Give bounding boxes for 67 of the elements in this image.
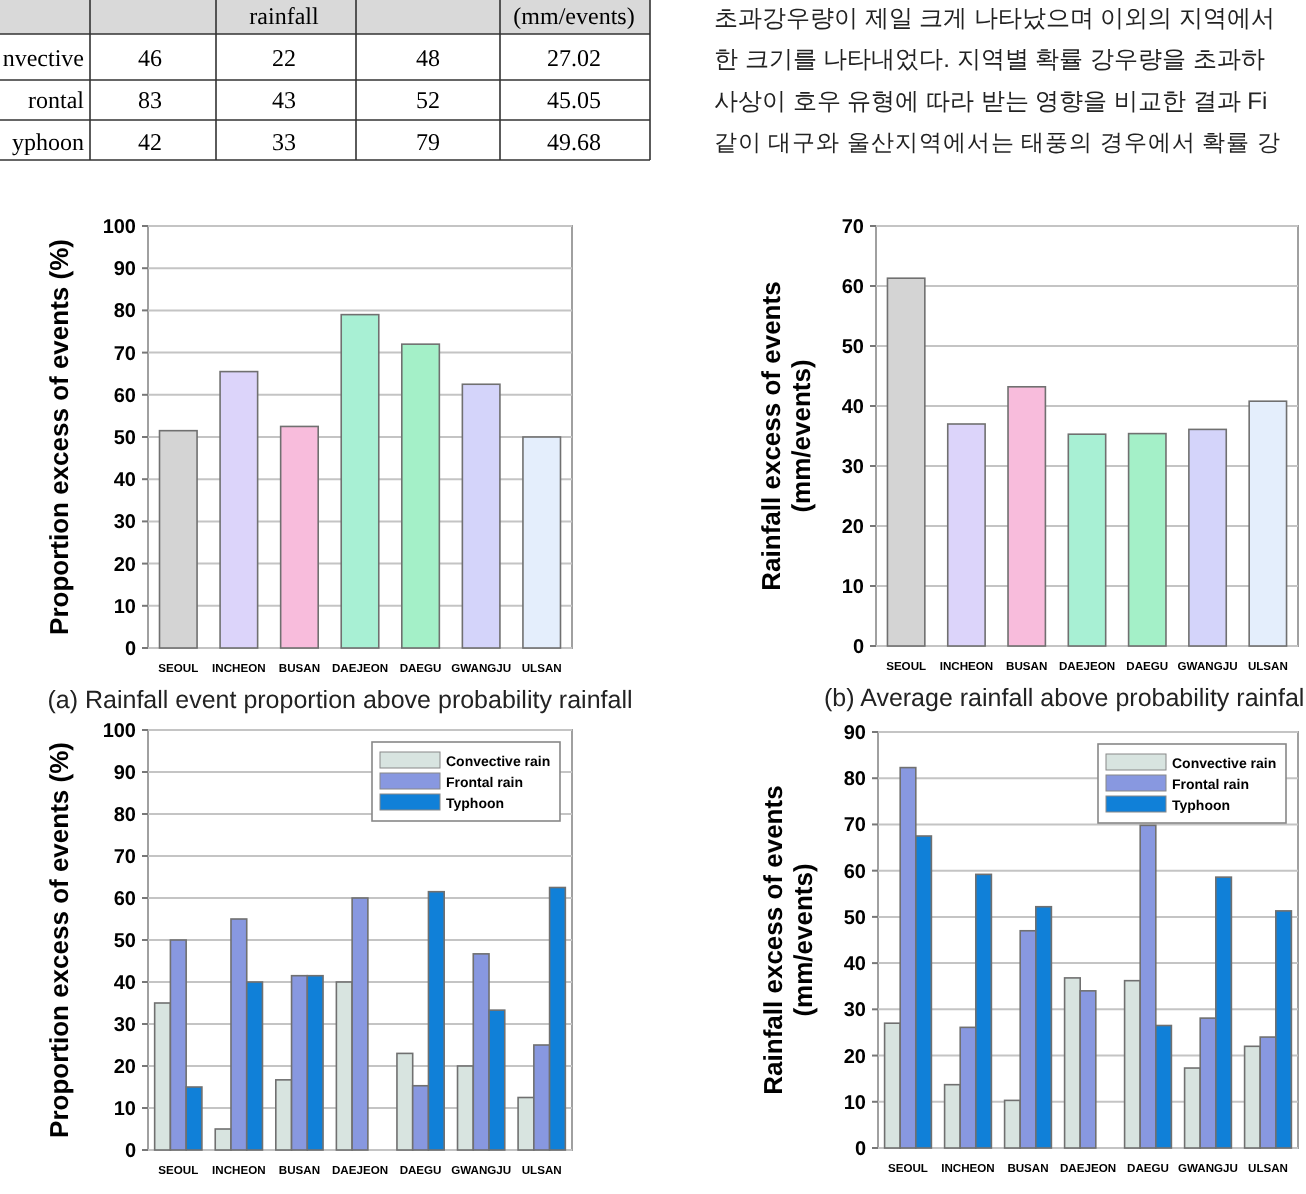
y-tick-label: 10 xyxy=(841,577,865,599)
text: rontal xyxy=(28,86,86,114)
y-tick-label: 40 xyxy=(841,397,865,419)
y-axis-title: Rainfall excess of events (mm/events) xyxy=(758,785,818,1095)
y-axis-title: Proportion excess of events (%) xyxy=(44,239,74,635)
y-tick-label: 80 xyxy=(843,769,867,792)
y-tick-label: 60 xyxy=(843,861,867,884)
y-tick-label: 40 xyxy=(113,973,137,995)
y-axis-title: Rainfall excess of events (mm/events) xyxy=(756,281,816,591)
y-tick-label: 60 xyxy=(841,277,865,299)
y-tick-label: 20 xyxy=(113,554,137,577)
y-tick-label: 40 xyxy=(843,954,867,977)
text: 같이 대구와 울산지역에서는 태풍의 경우에서 확률 강 xyxy=(714,130,1281,157)
y-tick-label: 10 xyxy=(843,1092,867,1115)
y-tick-label: 50 xyxy=(113,428,137,450)
text: 43 xyxy=(272,86,296,114)
y-tick-label: 100 xyxy=(102,721,137,743)
text: 45.05 xyxy=(547,86,601,114)
y-tick-label: 0 xyxy=(854,1139,867,1161)
y-tick-label: 80 xyxy=(113,805,137,827)
text: 42 xyxy=(138,128,162,156)
y-tick-label: 60 xyxy=(113,385,137,408)
text: 사상이 호우 유형에 따라 받는 영향을 비교한 결과 Fi xyxy=(714,86,1268,115)
text: 초과강우량이 제일 크게 나타났으며 이외의 지역에서 xyxy=(714,6,1275,32)
y-tick-label: 20 xyxy=(841,517,865,539)
text: 22 xyxy=(272,44,296,72)
y-tick-label: 30 xyxy=(113,512,137,535)
text: (b) Average rainfall above probability rainfall xyxy=(824,684,1306,712)
text: 27.02 xyxy=(547,44,601,72)
text: rainfall xyxy=(249,2,320,30)
y-tick-label: 50 xyxy=(843,907,867,930)
text: 52 xyxy=(416,86,440,114)
y-tick-label: 70 xyxy=(841,217,865,239)
y-tick-label: 70 xyxy=(843,815,867,838)
y-tick-label: 90 xyxy=(843,723,867,745)
text: 33 xyxy=(272,128,296,156)
y-tick-label: 90 xyxy=(113,763,137,785)
text: (mm/events) xyxy=(513,2,635,30)
text: 한 크기를 나타내었다. 지역별 확률 강우량을 초과하 xyxy=(714,45,1265,74)
y-tick-label: 50 xyxy=(841,337,865,359)
y-tick-label: 0 xyxy=(124,639,137,661)
y-tick-label: 30 xyxy=(841,457,865,479)
y-tick-label: 20 xyxy=(843,1046,867,1069)
text: yphoon xyxy=(12,128,84,156)
y-tick-label: 20 xyxy=(113,1057,137,1079)
y-tick-label: 70 xyxy=(113,343,137,366)
y-tick-label: 30 xyxy=(843,1000,867,1023)
y-axis-title: Proportion excess of events (%) xyxy=(44,742,74,1138)
y-tick-label: 50 xyxy=(113,931,137,953)
y-tick-label: 40 xyxy=(113,470,137,493)
y-tick-label: 100 xyxy=(102,217,137,239)
text: (a) Rainfall event proportion above probability rainfall xyxy=(47,686,633,714)
y-tick-label: 80 xyxy=(113,301,137,324)
y-tick-label: 10 xyxy=(113,596,137,619)
text: nvective xyxy=(2,44,84,72)
y-tick-label: 60 xyxy=(113,889,137,911)
text: 79 xyxy=(416,128,440,156)
text: 48 xyxy=(416,44,440,72)
text: 49.68 xyxy=(547,128,601,156)
y-tick-label: 10 xyxy=(113,1099,137,1121)
y-tick-label: 90 xyxy=(113,259,137,282)
y-tick-label: 70 xyxy=(113,847,137,869)
y-tick-label: 0 xyxy=(852,637,865,659)
text: 83 xyxy=(138,86,162,114)
y-tick-label: 30 xyxy=(113,1015,137,1037)
y-tick-label: 0 xyxy=(124,1141,137,1163)
text: 46 xyxy=(138,44,162,72)
